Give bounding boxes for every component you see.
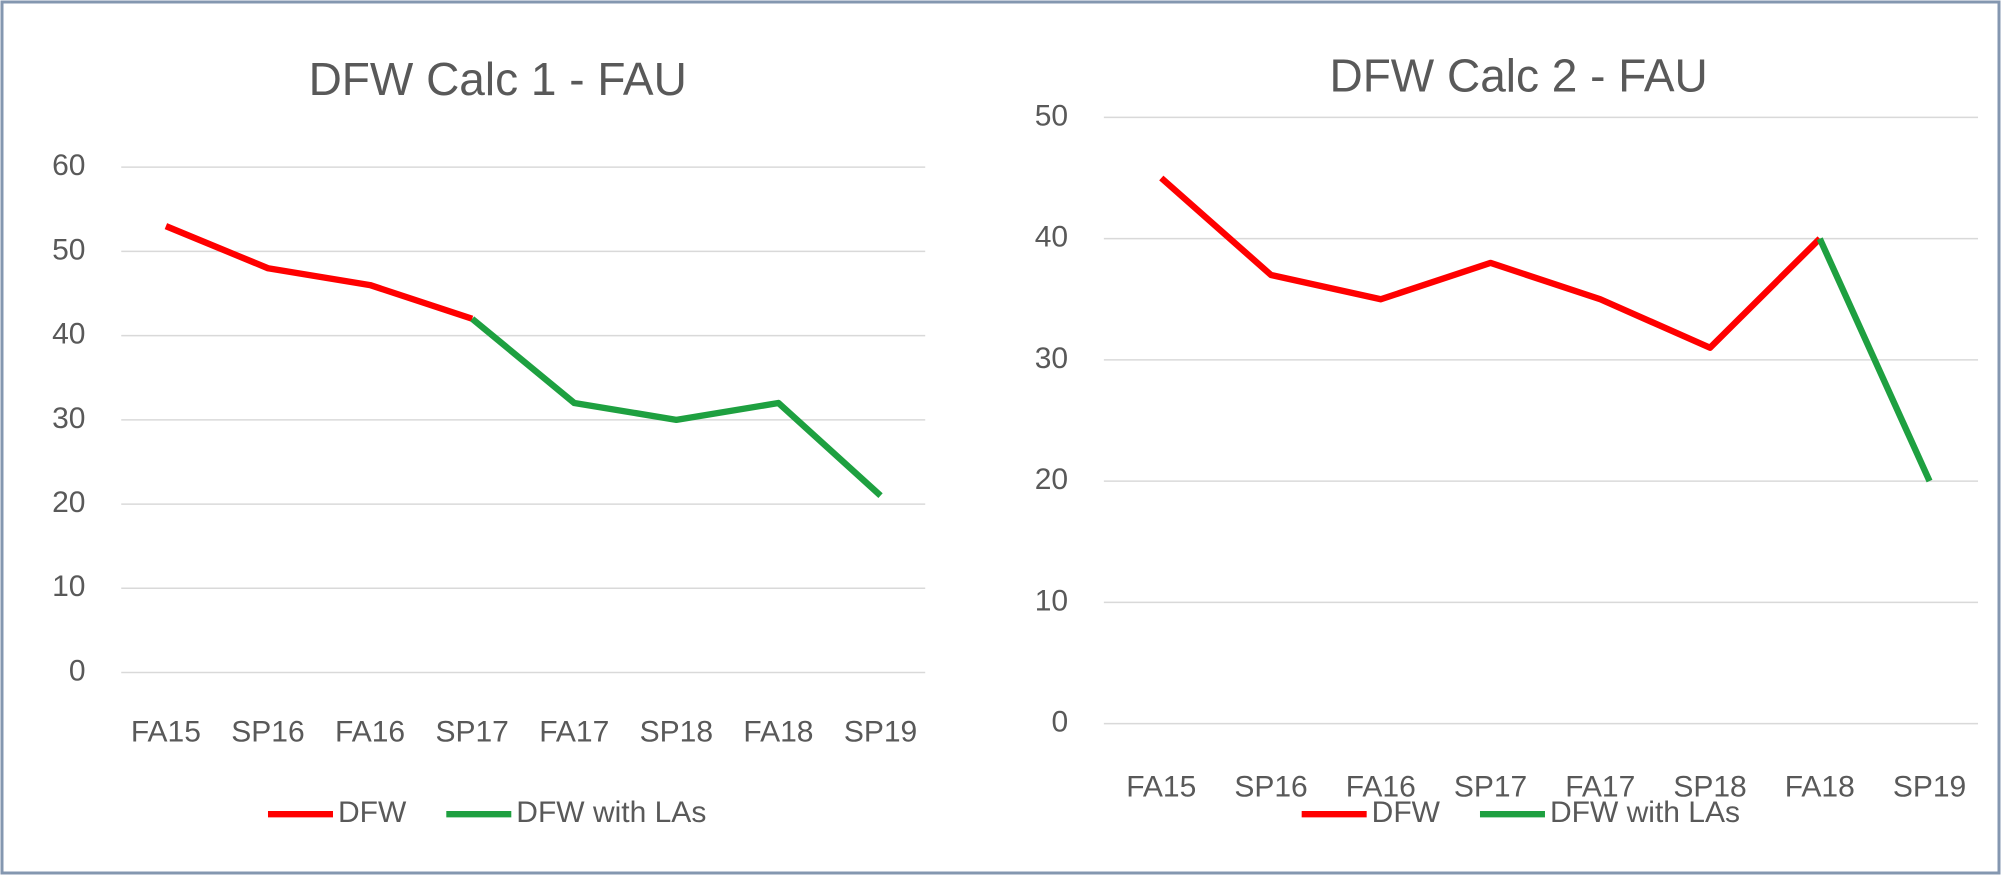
y-tick-label: 40: [52, 318, 85, 351]
line-series: [164, 223, 474, 322]
x-tick-label: FA17: [539, 716, 609, 749]
legend-label: DFW with LAs: [516, 796, 706, 829]
y-tick-label: 0: [1051, 705, 1068, 738]
x-tick-label: SP19: [844, 716, 917, 749]
legend-label: DFW: [338, 796, 407, 829]
y-tick-label: 0: [69, 654, 86, 687]
y-tick-label: 40: [1035, 221, 1068, 254]
y-tick-label: 20: [52, 486, 85, 519]
x-tick-label: FA16: [335, 716, 405, 749]
y-tick-label: 50: [52, 233, 85, 266]
x-tick-label: FA18: [743, 716, 813, 749]
x-tick-label: SP16: [231, 716, 304, 749]
x-tick-label: FA18: [1785, 771, 1855, 804]
x-tick-label: SP17: [435, 716, 508, 749]
x-tick-label: FA16: [1346, 771, 1416, 804]
line-series: [470, 316, 883, 499]
x-tick-label: SP18: [640, 716, 713, 749]
y-tick-label: 30: [52, 402, 85, 435]
line-series: [1159, 175, 1823, 351]
x-tick-label: SP18: [1673, 771, 1746, 804]
legend-label: DFW with LAs: [1550, 796, 1740, 829]
y-tick-label: 20: [1035, 463, 1068, 496]
y-tick-label: 10: [52, 570, 85, 603]
x-tick-label: FA15: [1126, 771, 1196, 804]
y-tick-label: 60: [52, 149, 85, 182]
x-tick-label: FA17: [1565, 771, 1635, 804]
x-tick-label: SP17: [1454, 771, 1527, 804]
legend-label: DFW: [1372, 796, 1441, 829]
x-tick-label: SP19: [1893, 771, 1966, 804]
x-tick-label: FA15: [131, 716, 201, 749]
line-series: [1816, 237, 1933, 483]
y-tick-label: 30: [1035, 342, 1068, 375]
x-tick-label: SP16: [1234, 771, 1307, 804]
y-tick-label: 50: [1035, 99, 1068, 132]
y-tick-label: 10: [1035, 584, 1068, 617]
chart-title: DFW Calc 2 - FAU: [1329, 49, 1707, 101]
chart-title: DFW Calc 1 - FAU: [309, 53, 687, 105]
